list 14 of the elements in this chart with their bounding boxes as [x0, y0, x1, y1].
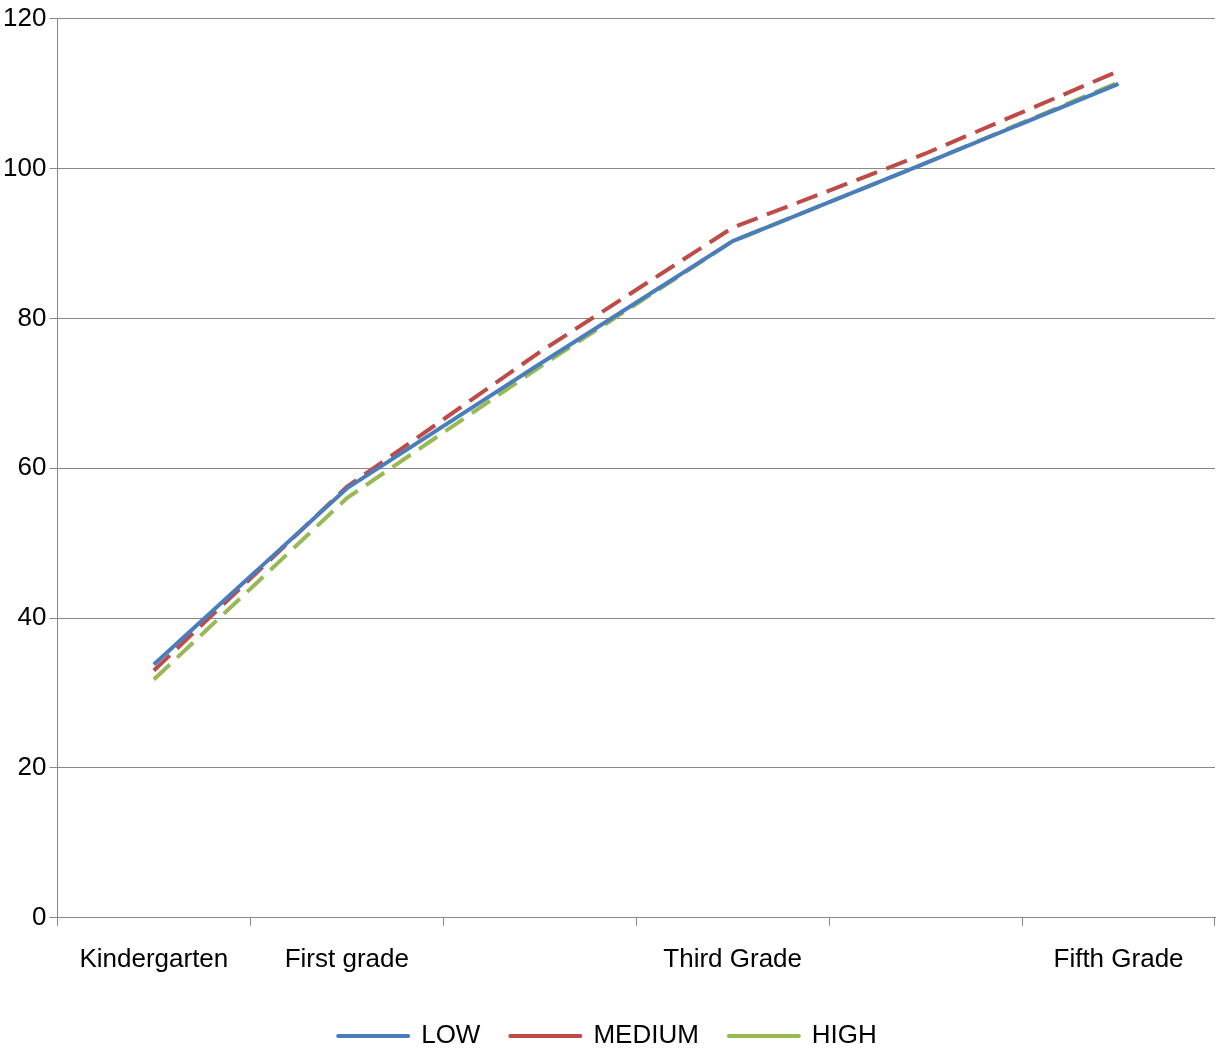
legend-label: LOW — [421, 1019, 481, 1050]
x-tick-label: Third Grade — [663, 942, 803, 973]
y-tick-label: 60 — [17, 451, 47, 482]
y-tick-label: 20 — [17, 751, 47, 782]
x-tick-label: Kindergarten — [79, 942, 229, 973]
x-tick-label: Fifth Grade — [1053, 942, 1184, 973]
y-tick-label: 120 — [2, 1, 47, 32]
y-tick-label: 0 — [31, 900, 47, 931]
y-tick-label: 100 — [2, 151, 47, 182]
legend-label: HIGH — [811, 1019, 877, 1050]
y-tick-label: 80 — [17, 301, 47, 332]
y-tick-label: 40 — [17, 601, 47, 632]
x-tick-label: First grade — [284, 942, 409, 973]
legend-label: MEDIUM — [593, 1019, 699, 1050]
